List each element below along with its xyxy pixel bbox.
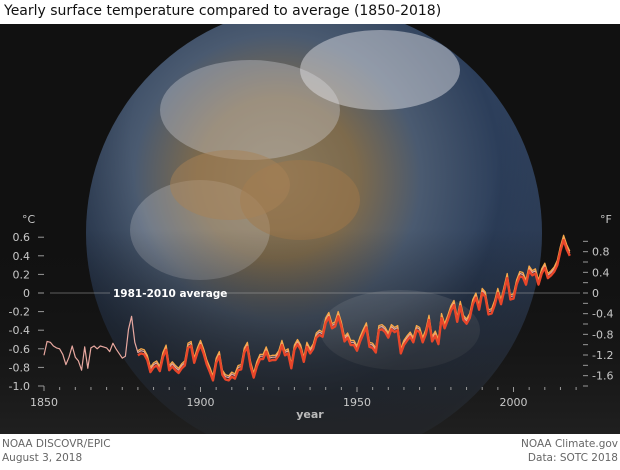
y-tick-label-f: 0 <box>592 287 599 300</box>
data-source: Data: SOTC 2018 <box>527 452 618 464</box>
y-tick-label-c: -0.2 <box>9 306 30 319</box>
image-credit: NOAA DISCOVR/EPIC <box>2 438 111 450</box>
y-axis-label-celsius: °C <box>22 213 36 226</box>
footer-credits-right: NOAA Climate.gov Data: SOTC 2018 <box>521 437 618 465</box>
y-tick-label-c: -1.0 <box>9 380 30 393</box>
y-tick-label-c: -0.6 <box>9 343 30 356</box>
series-line-2 <box>137 234 571 377</box>
y-tick-label-c: -0.4 <box>9 324 30 337</box>
x-tick-label: 1900 <box>187 396 215 409</box>
y-tick-label-f: 0.8 <box>592 246 610 259</box>
series-line-3 <box>137 238 571 382</box>
image-date: August 3, 2018 <box>2 452 83 464</box>
footer-credits-left: NOAA DISCOVR/EPIC August 3, 2018 <box>2 437 111 465</box>
publisher-credit: NOAA Climate.gov <box>521 438 618 450</box>
temperature-chart: °C °F 0.6 0.4 0.2 0 -0.2 -0.4 -0.6 -0.8 -1.0 0.8 0.4… <box>0 24 620 434</box>
y-tick-label-c: -0.8 <box>9 361 30 374</box>
chart-title: Yearly surface temperature compared to a… <box>4 3 442 19</box>
x-axis-label: year <box>296 408 324 421</box>
y-tick-label-c: 0.2 <box>13 268 31 281</box>
average-line-label: 1981-2010 average <box>113 288 227 300</box>
y-tick-label-f: 0.4 <box>592 266 610 279</box>
y-tick-label-f: -1.6 <box>592 370 613 383</box>
y-tick-label-c: 0.4 <box>13 250 31 263</box>
y-axis-label-fahrenheit: °F <box>600 213 612 226</box>
x-tick-label: 1950 <box>343 396 371 409</box>
x-tick-label: 1850 <box>30 396 58 409</box>
y-tick-label-c: 0.6 <box>13 231 31 244</box>
x-tick-label: 2000 <box>500 396 528 409</box>
y-tick-label-c: 0 <box>23 287 30 300</box>
y-tick-label-f: -0.4 <box>592 308 613 321</box>
y-tick-label-f: -1.2 <box>592 349 613 362</box>
y-tick-label-f: -0.8 <box>592 328 613 341</box>
